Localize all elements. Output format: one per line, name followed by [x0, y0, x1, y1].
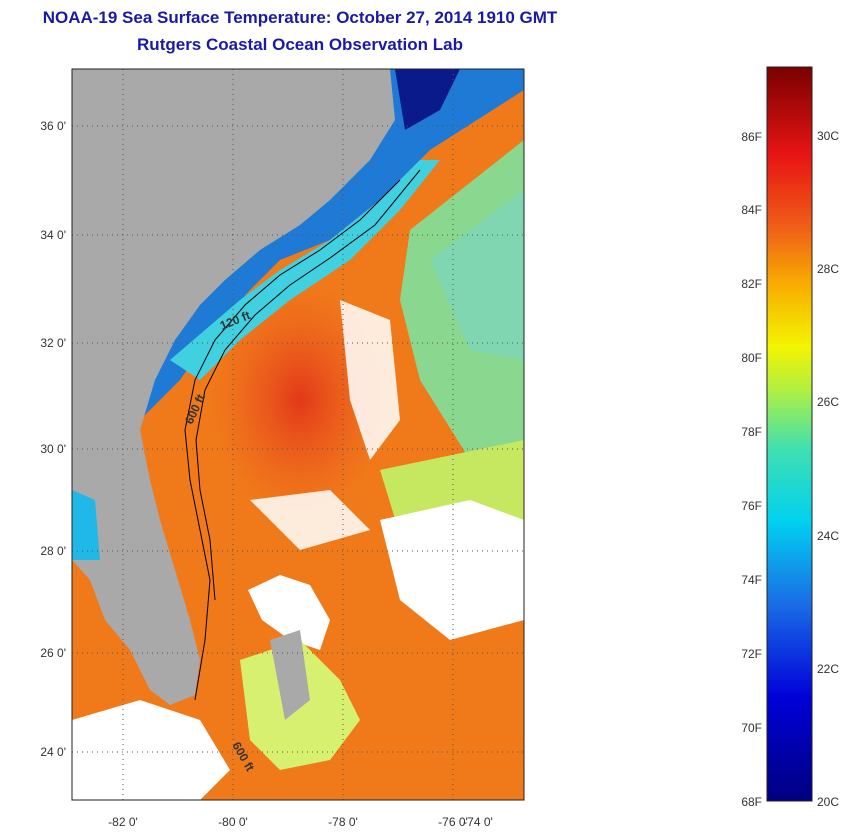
- map-subtitle: Rutgers Coastal Ocean Observation Lab: [137, 35, 463, 54]
- cloud-patch-4: [340, 300, 400, 460]
- lon-label: -76 0': [438, 815, 468, 829]
- temperature-colorbar: 86F 84F 82F 80F 78F 76F 74F 72F 70F 68F …: [741, 66, 839, 809]
- fahrenheit-label: 78F: [741, 425, 762, 439]
- graticule: [72, 69, 524, 800]
- andros-island: [270, 630, 310, 720]
- fahrenheit-label: 84F: [741, 203, 762, 217]
- lat-label: 26 0': [40, 646, 66, 660]
- celsius-label: 26C: [817, 395, 839, 409]
- fahrenheit-label: 70F: [741, 721, 762, 735]
- lat-label: 32 0': [40, 336, 66, 350]
- colorbar-fahrenheit-labels: 86F 84F 82F 80F 78F 76F 74F 72F 70F 68F: [741, 130, 762, 809]
- fahrenheit-label: 80F: [741, 351, 762, 365]
- celsius-label: 20C: [817, 795, 839, 809]
- map-frame: [71, 68, 525, 801]
- shelf-cyan-water: [170, 160, 440, 380]
- celsius-label: 30C: [817, 129, 839, 143]
- cloud-patch-2: [72, 700, 230, 800]
- isobath-600ft: [195, 169, 421, 601]
- fahrenheit-label: 68F: [741, 795, 762, 809]
- cloud-patch-5: [250, 490, 370, 550]
- lat-label: 36 0': [40, 119, 66, 133]
- celsius-label: 22C: [817, 662, 839, 676]
- fahrenheit-label: 86F: [741, 130, 762, 144]
- lon-label: -74 0': [463, 815, 493, 829]
- fahrenheit-label: 76F: [741, 499, 762, 513]
- celsius-label: 28C: [817, 262, 839, 276]
- sst-map: [72, 69, 524, 800]
- cloud-patch-1: [248, 575, 330, 650]
- isobath-120ft: [184, 179, 401, 701]
- ocean-cool-offshore-2: [430, 190, 524, 360]
- lat-label: 24 0': [40, 745, 66, 759]
- celsius-label: 24C: [817, 529, 839, 543]
- lon-label: -78 0': [328, 815, 358, 829]
- fahrenheit-label: 74F: [741, 573, 762, 587]
- colorbar-scale: [766, 66, 813, 802]
- gulf-cool-water: [72, 490, 100, 560]
- fahrenheit-label: 82F: [741, 277, 762, 291]
- lon-label: -82 0': [108, 815, 138, 829]
- lat-label: 34 0': [40, 228, 66, 242]
- lat-label: 28 0': [40, 544, 66, 558]
- pamlico-cold-water: [395, 69, 460, 130]
- lat-label: 30 0': [40, 442, 66, 456]
- fahrenheit-label: 72F: [741, 647, 762, 661]
- map-title: NOAA-19 Sea Surface Temperature: October…: [42, 8, 558, 27]
- latitude-labels: 36 0' 34 0' 32 0' 30 0' 28 0' 26 0' 24 0…: [40, 119, 66, 759]
- lon-label: -80 0': [218, 815, 248, 829]
- cloud-patch-3: [380, 500, 524, 640]
- longitude-labels: -82 0' -80 0' -78 0' -76 0' -74 0': [108, 815, 493, 829]
- colorbar-celsius-labels: 30C 28C 26C 24C 22C 20C: [817, 129, 839, 809]
- us-land: [72, 69, 395, 705]
